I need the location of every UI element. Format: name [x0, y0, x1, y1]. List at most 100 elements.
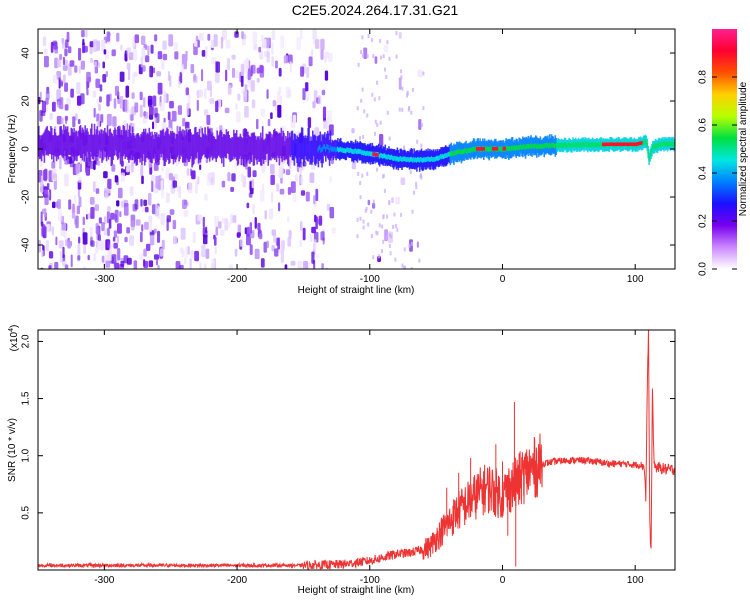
heat-cell — [127, 136, 129, 160]
heat-cell — [126, 47, 132, 58]
heat-cell — [138, 135, 140, 158]
heat-cell — [156, 71, 161, 77]
heat-cell — [70, 254, 73, 268]
heat-cell — [544, 143, 546, 148]
heat-cell — [478, 147, 481, 151]
heat-cell — [329, 144, 332, 150]
heat-cell — [38, 240, 41, 253]
heat-cell — [360, 50, 362, 55]
heat-cell — [295, 139, 297, 159]
heat-cell — [376, 167, 379, 172]
heat-cell — [252, 203, 255, 215]
heat-cell — [234, 133, 236, 159]
heat-cell — [395, 54, 398, 59]
heat-cell — [132, 133, 135, 157]
heat-cell — [192, 231, 196, 244]
heat-cell — [87, 254, 90, 261]
heat-cell — [429, 156, 431, 162]
heat-cell — [271, 245, 275, 252]
heat-cell — [583, 142, 585, 148]
heat-cell — [452, 151, 454, 157]
heat-cell — [71, 205, 76, 219]
heat-cell — [463, 149, 466, 154]
heat-cell — [607, 142, 610, 146]
heat-cell — [110, 212, 115, 220]
heat-cell — [232, 137, 234, 160]
heat-cell — [480, 147, 483, 151]
heat-cell — [378, 152, 380, 158]
heat-cell — [205, 248, 210, 259]
heat-cell — [616, 142, 619, 146]
heat-cell — [71, 128, 73, 153]
heat-cell — [81, 30, 85, 38]
heat-cell — [595, 142, 597, 148]
heat-cell — [406, 90, 409, 95]
heat-cell — [183, 130, 186, 162]
heat-cell — [655, 143, 658, 149]
heat-cell — [123, 255, 129, 264]
heat-cell — [273, 234, 277, 243]
heat-cell — [290, 260, 296, 266]
heat-cell — [258, 136, 260, 162]
heat-cell — [264, 138, 267, 160]
heat-cell — [259, 139, 261, 162]
heat-cell — [322, 146, 324, 152]
heat-cell — [328, 148, 331, 154]
heat-cell — [235, 103, 238, 110]
heat-cell — [277, 91, 281, 104]
heat-cell — [155, 134, 157, 164]
heat-cell — [468, 148, 470, 153]
heat-cell — [204, 88, 207, 99]
heat-cell — [339, 146, 342, 152]
heat-cell — [419, 156, 422, 162]
heat-cell — [148, 260, 154, 268]
heat-cell — [661, 141, 663, 147]
heat-cell — [98, 104, 101, 112]
heat-cell — [221, 136, 224, 158]
heat-cell — [401, 263, 404, 268]
heat-cell — [77, 130, 80, 156]
heat-cell — [134, 34, 139, 44]
heat-cell — [171, 131, 174, 155]
heat-cell — [361, 87, 364, 92]
heat-cell — [354, 148, 357, 153]
heat-cell — [114, 175, 119, 183]
heat-cell — [66, 97, 71, 106]
heat-cell — [358, 149, 361, 154]
heat-cell — [45, 240, 50, 252]
heat-cell — [301, 127, 304, 160]
heat-cell — [404, 156, 406, 162]
spectrogram-xtick-label: 100 — [627, 274, 644, 285]
heat-cell — [144, 221, 149, 230]
heat-cell — [397, 157, 400, 162]
heat-cell — [86, 89, 89, 96]
heat-cell — [98, 234, 101, 241]
heat-cell — [300, 133, 302, 164]
heat-cell — [614, 142, 616, 146]
heat-cell — [667, 141, 670, 147]
heat-cell — [109, 128, 112, 157]
figure-title: C2E5.2024.264.17.31.G21 — [291, 2, 459, 18]
heat-cell — [564, 142, 567, 147]
heat-cell — [574, 142, 577, 147]
heat-cell — [255, 139, 257, 161]
heat-cell — [270, 164, 275, 175]
heat-cell — [189, 129, 191, 160]
heat-cell — [78, 126, 81, 156]
heat-cell — [141, 135, 143, 166]
heat-cell — [666, 141, 668, 147]
spectrogram-xtick-label: -200 — [227, 274, 247, 285]
heat-cell — [140, 199, 143, 207]
heat-cell — [561, 143, 564, 148]
heat-cell — [173, 132, 176, 159]
heat-cell — [376, 122, 379, 127]
heat-cell — [80, 60, 85, 70]
heat-cell — [308, 56, 313, 67]
heat-cell — [76, 82, 81, 95]
heat-cell — [70, 88, 74, 98]
heat-cell — [415, 157, 417, 163]
heat-cell — [609, 142, 611, 146]
heat-cell — [640, 141, 642, 145]
heat-cell — [649, 153, 651, 159]
heat-cell — [411, 241, 413, 246]
